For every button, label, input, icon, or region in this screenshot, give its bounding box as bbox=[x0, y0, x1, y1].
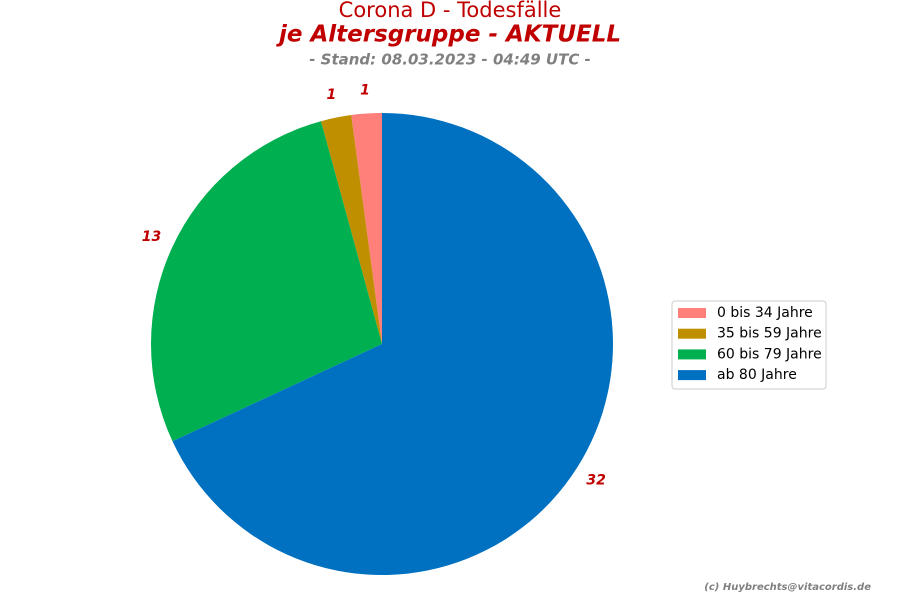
legend-label: 0 bis 34 Jahre bbox=[717, 305, 813, 321]
chart-title: Corona D - Todesfälle bbox=[339, 0, 562, 22]
legend-label: 35 bis 59 Jahre bbox=[717, 326, 822, 342]
credit: (c) Huybrechts@vitacordis.de bbox=[704, 582, 871, 593]
legend-swatch bbox=[678, 370, 706, 381]
legend-swatch bbox=[678, 308, 706, 318]
chart-subtitle: je Altersgruppe - AKTUELL bbox=[276, 22, 621, 48]
data-label: 1 bbox=[360, 82, 370, 98]
legend-swatch bbox=[678, 328, 706, 339]
data-label: 1 bbox=[327, 87, 337, 103]
data-label: 13 bbox=[142, 229, 161, 245]
legend-label: ab 80 Jahre bbox=[717, 367, 797, 383]
pie-slice bbox=[320, 115, 382, 345]
legend-swatch bbox=[678, 349, 706, 360]
legend-label: 60 bis 79 Jahre bbox=[717, 346, 822, 362]
data-label: 32 bbox=[586, 473, 605, 489]
pie-slice bbox=[351, 113, 382, 344]
legend-box bbox=[671, 300, 827, 390]
stand-note: - Stand: 08.03.2023 - 04:49 UTC - bbox=[309, 51, 591, 69]
pie-slice bbox=[151, 121, 382, 442]
pie-slice bbox=[172, 113, 614, 576]
